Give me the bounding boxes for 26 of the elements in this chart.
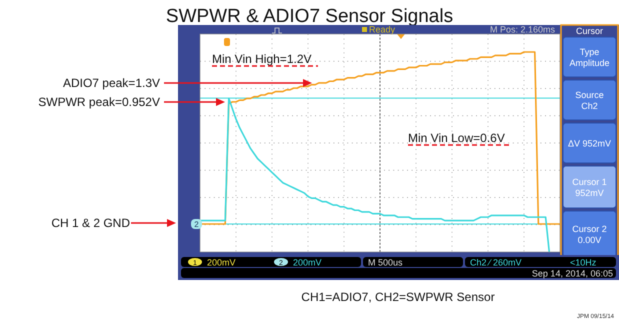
text: Ch2 bbox=[581, 101, 598, 111]
text: ΔV 952mV bbox=[568, 138, 612, 148]
annotation: Min Vin High=1.2V bbox=[212, 52, 312, 66]
text: M 500us bbox=[368, 258, 404, 268]
text: Source bbox=[575, 90, 604, 100]
text: 0.00V bbox=[578, 235, 602, 245]
text: 2 bbox=[194, 220, 200, 229]
text: SWPWR peak=0.952V bbox=[38, 95, 160, 109]
annotation: Min Vin Low=0.6V bbox=[408, 131, 505, 145]
text: 200mV bbox=[207, 258, 236, 268]
text: Ready bbox=[369, 24, 396, 34]
text: Amplitude bbox=[569, 58, 610, 68]
text: M Pos: 2.160ms bbox=[490, 24, 556, 34]
text: CH1=ADIO7, CH2=SWPWR Sensor bbox=[301, 290, 495, 304]
text: CH 1 & 2 GND bbox=[51, 216, 130, 230]
text: Sep 14, 2014, 06:05 bbox=[532, 268, 613, 278]
text: Type bbox=[580, 47, 600, 57]
text: Cursor 1 bbox=[572, 177, 607, 187]
text: <10Hz bbox=[570, 258, 597, 268]
text: Cursor 2 bbox=[572, 224, 607, 234]
text: 200mV bbox=[293, 258, 322, 268]
chart-title: SWPWR & ADIO7 Sensor Signals bbox=[166, 6, 454, 27]
text: Ch2 ⁄ 260mV bbox=[470, 258, 522, 268]
text: Cursor bbox=[576, 26, 604, 36]
text: ADIO7 peak=1.3V bbox=[62, 76, 160, 90]
text: 952mV bbox=[575, 188, 604, 198]
